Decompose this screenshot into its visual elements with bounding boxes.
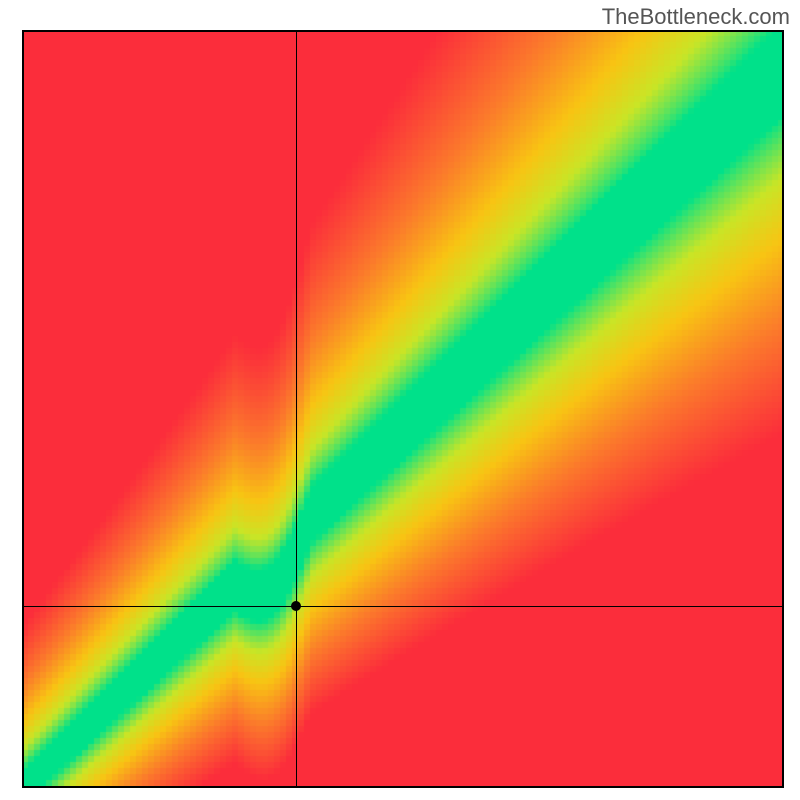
attribution-text: TheBottleneck.com	[602, 4, 790, 30]
chart-frame	[22, 30, 784, 788]
crosshair-vertical	[296, 30, 297, 788]
crosshair-horizontal	[22, 606, 784, 607]
selection-marker	[291, 601, 301, 611]
